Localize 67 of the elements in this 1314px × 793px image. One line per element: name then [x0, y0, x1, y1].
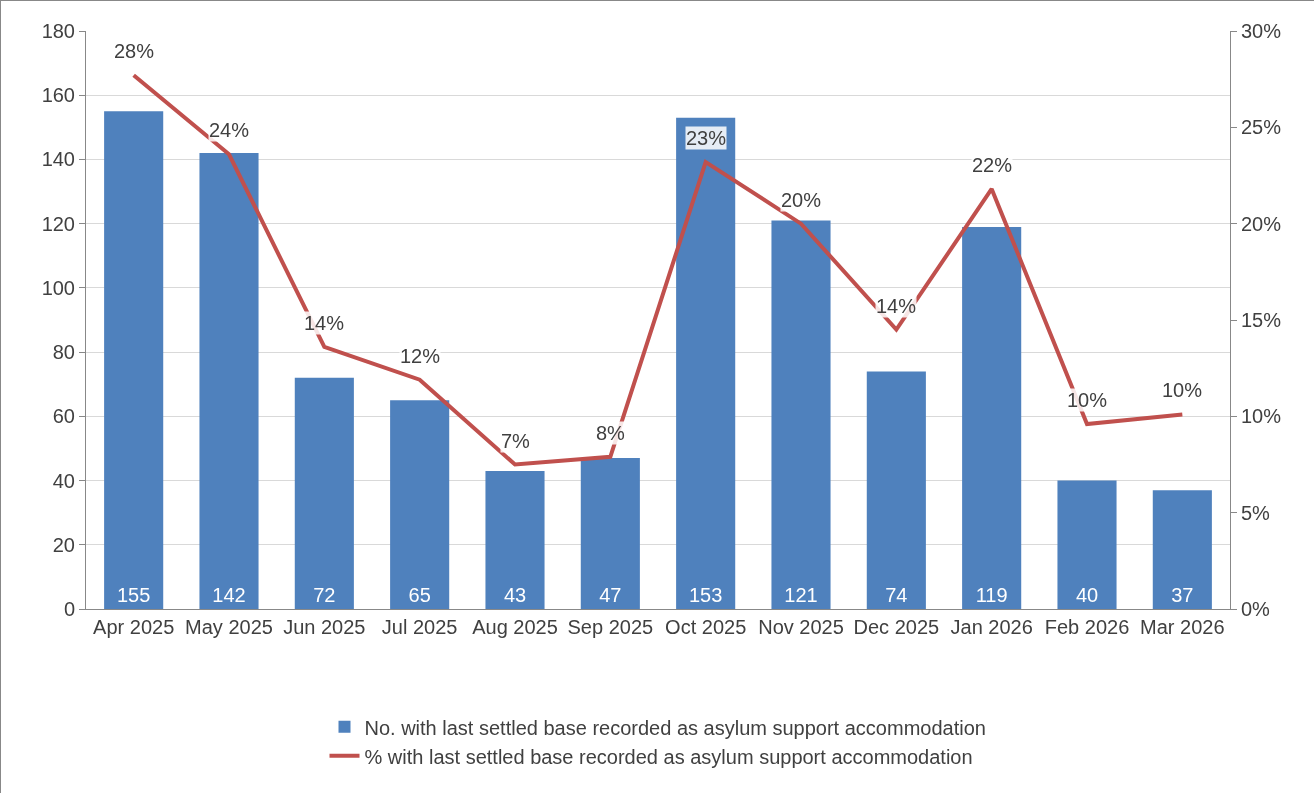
bar [866, 371, 926, 609]
data-label: 72 [313, 584, 336, 606]
y-tick-label: 20 [52, 533, 75, 556]
y2-tick-label: 10% [1241, 405, 1282, 428]
data-label: 12% [400, 345, 441, 367]
data-label: 37 [1171, 584, 1194, 606]
y-tick-label: 100 [41, 276, 75, 299]
legend-label: % with last settled base recorded as asylum support accommodation [364, 745, 973, 768]
bar [580, 458, 640, 609]
x-tick-label: Oct 2025 [665, 616, 747, 638]
data-label: 74 [885, 584, 908, 606]
y-tick-label: 80 [52, 341, 75, 364]
x-tick-label: Jan 2026 [950, 616, 1033, 638]
y-tick-label: 140 [41, 148, 75, 171]
y2-tick-label: 5% [1241, 501, 1271, 524]
x-tick-label: Aug 2025 [472, 616, 558, 638]
y2-tick-label: 30% [1241, 20, 1282, 42]
x-tick-label: Jun 2025 [283, 616, 366, 638]
y-tick-label: 120 [41, 212, 75, 235]
y-tick-label: 40 [52, 469, 75, 492]
data-label: 20% [781, 189, 822, 211]
x-tick-label: Feb 2026 [1044, 616, 1130, 638]
data-label: 119 [975, 584, 1008, 606]
data-label: 8% [596, 422, 626, 444]
y-tick-label: 0 [63, 598, 75, 620]
data-label: 65 [408, 584, 431, 606]
bar [485, 470, 545, 609]
data-label: 14% [876, 295, 917, 317]
bar [294, 377, 354, 609]
data-label: 10% [1162, 379, 1203, 401]
data-label: 28% [114, 40, 155, 62]
data-label: 24% [209, 119, 250, 141]
data-label: 47 [599, 584, 622, 606]
bar [199, 153, 259, 609]
data-label: 40 [1075, 584, 1099, 606]
bar [390, 400, 450, 609]
x-tick-label: Sep 2025 [567, 616, 654, 638]
data-label: 121 [784, 584, 818, 606]
x-tick-label: May 2025 [185, 616, 273, 638]
data-label: 142 [212, 584, 246, 606]
bar [676, 117, 736, 609]
data-label: 7% [501, 430, 531, 452]
data-label: 14% [304, 312, 345, 334]
data-label: 23% [686, 127, 727, 149]
bar [104, 111, 164, 609]
x-tick-label: Apr 2025 [93, 616, 175, 638]
y2-tick-label: 25% [1241, 116, 1282, 139]
y2-tick-label: 0% [1241, 598, 1271, 620]
x-tick-label: Nov 2025 [758, 616, 844, 638]
bar [1152, 490, 1212, 609]
data-label: 10% [1067, 389, 1108, 411]
legend-label: No. with last settled base recorded as asylum support accommodation [364, 716, 986, 739]
bar [771, 220, 831, 609]
y-tick-label: 160 [41, 84, 75, 107]
data-label: 153 [688, 584, 723, 606]
y-tick-label: 60 [52, 405, 75, 428]
x-tick-label: Mar 2026 [1140, 616, 1225, 638]
bar [962, 226, 1022, 609]
bar [1057, 480, 1117, 609]
y-tick-label: 180 [41, 20, 75, 42]
data-label: 155 [116, 584, 151, 606]
y2-tick-label: 15% [1241, 309, 1282, 331]
x-tick-label: Dec 2025 [853, 616, 940, 638]
data-label: 43 [503, 584, 527, 606]
y2-tick-label: 20% [1241, 212, 1282, 235]
data-label: 22% [972, 154, 1013, 176]
x-tick-label: Jul 2025 [381, 616, 458, 638]
